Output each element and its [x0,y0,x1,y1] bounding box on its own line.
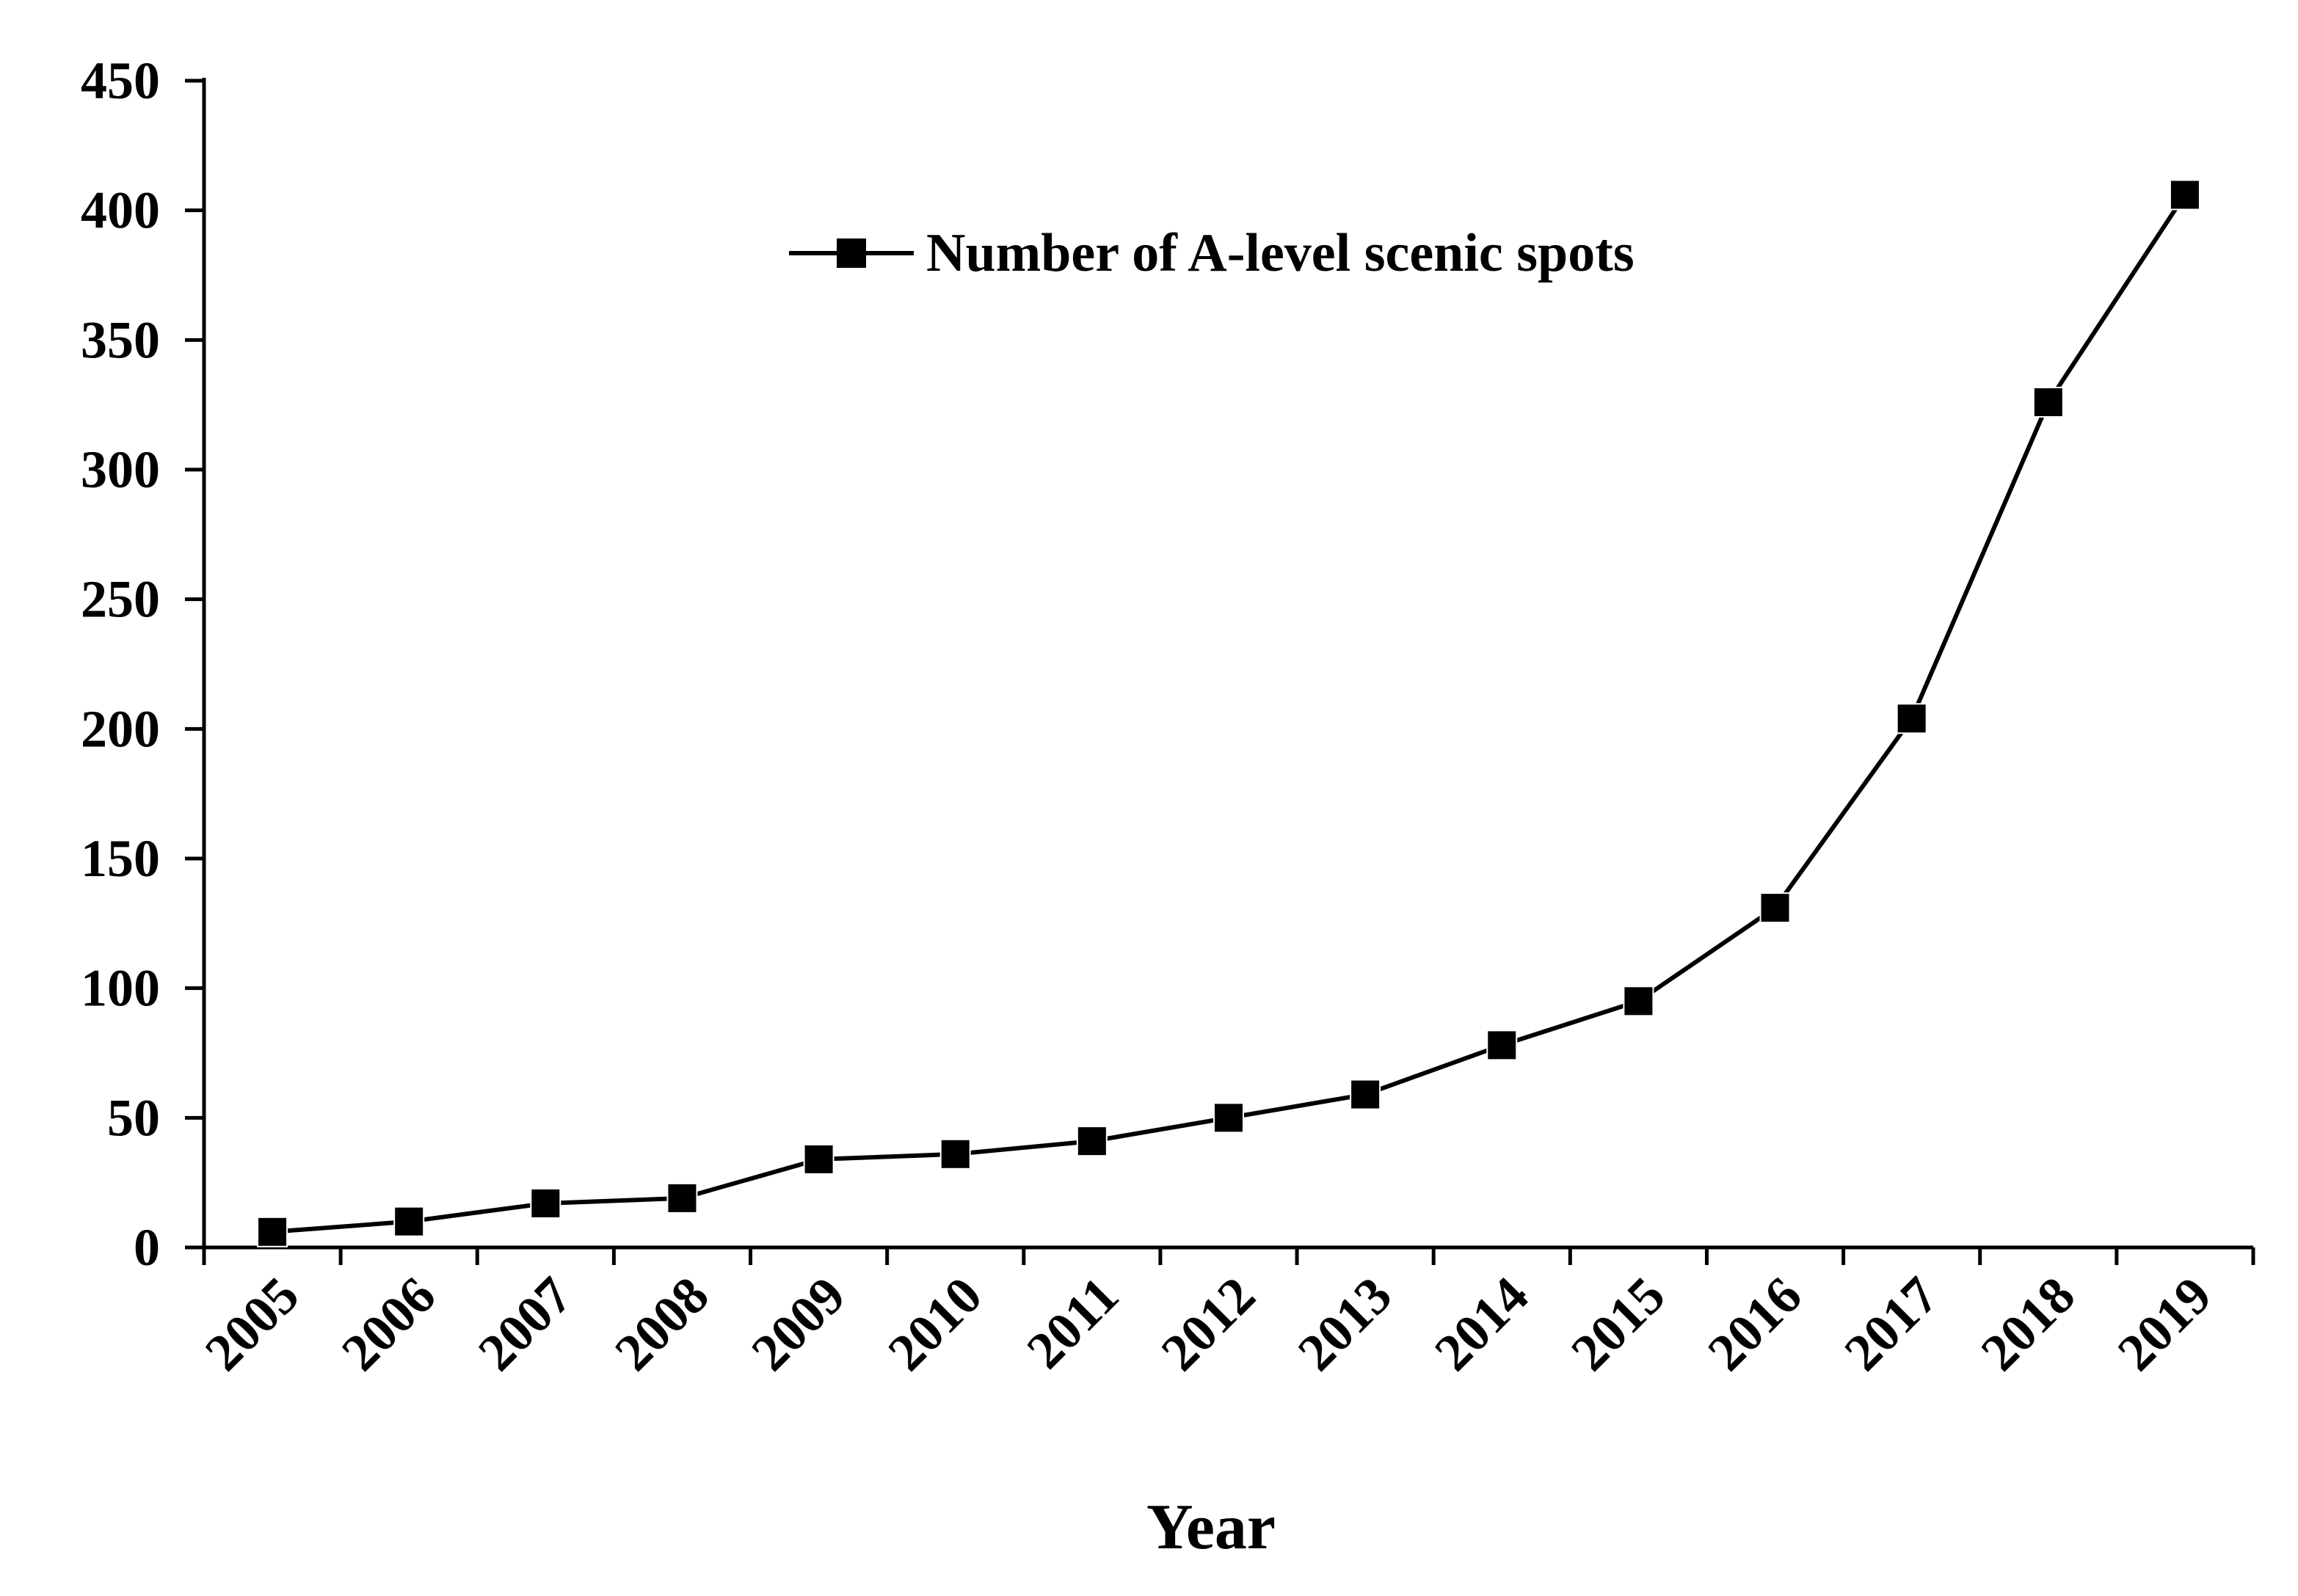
data-point-marker [803,1143,835,1175]
data-point-marker [1076,1126,1108,1157]
x-tick-label: 2019 [2106,1266,2222,1382]
x-tick-label: 2018 [1970,1266,2086,1382]
data-point-marker [530,1187,561,1219]
x-tick-label: 2012 [1150,1266,1266,1382]
data-point-marker [393,1206,425,1237]
x-axis-title: Year [1146,1492,1276,1563]
y-tick-label: 0 [134,1218,160,1277]
data-point-marker [2169,179,2200,211]
legend-marker-swatch [837,238,866,268]
y-tick-label: 200 [81,699,160,758]
data-point-marker [666,1182,698,1214]
data-point-marker [1759,892,1791,924]
x-tick-label: 2014 [1423,1266,1539,1382]
x-tick-label: 2013 [1287,1266,1403,1382]
x-tick-label: 2016 [1696,1266,1812,1382]
y-tick-label: 50 [107,1088,160,1147]
data-point-marker [1486,1030,1518,1061]
axes [202,78,2253,1250]
y-axis-ticks: 0 50 100 150 200 250 300 350 400 450 [81,51,204,1277]
y-tick-label: 250 [81,570,160,629]
data-point-marker [1896,703,1927,735]
y-tick-label: 300 [81,440,160,499]
y-tick-label: 450 [81,51,160,110]
x-tick-label: 2008 [603,1266,719,1382]
data-point-marker [1623,985,1654,1017]
data-point-marker [1350,1079,1381,1110]
x-tick-label: 2005 [194,1266,310,1382]
x-axis-ticks: 2005 2006 2007 2008 2009 2010 2011 2012 2013 2014… [194,1247,2255,1382]
x-tick-label: 2009 [741,1266,857,1382]
x-tick-label: 2015 [1560,1266,1676,1382]
data-point-marker [939,1138,971,1170]
y-tick-label: 400 [81,181,160,240]
x-tick-label: 2006 [330,1266,446,1382]
legend-label: Number of A-level scenic spots [926,223,1635,283]
y-tick-label: 150 [81,829,160,888]
x-tick-label: 2017 [1833,1266,1949,1382]
x-tick-label: 2010 [877,1266,993,1382]
data-point-marker [1213,1102,1244,1134]
legend: Number of A-level scenic spots [789,223,1635,283]
series-group [257,179,2200,1247]
y-tick-label: 350 [81,310,160,369]
x-tick-label: 2007 [467,1266,583,1382]
y-tick-label: 100 [81,959,160,1018]
data-point-marker [2032,387,2064,418]
data-point-marker [257,1216,288,1247]
x-tick-label: 2011 [1016,1266,1130,1380]
